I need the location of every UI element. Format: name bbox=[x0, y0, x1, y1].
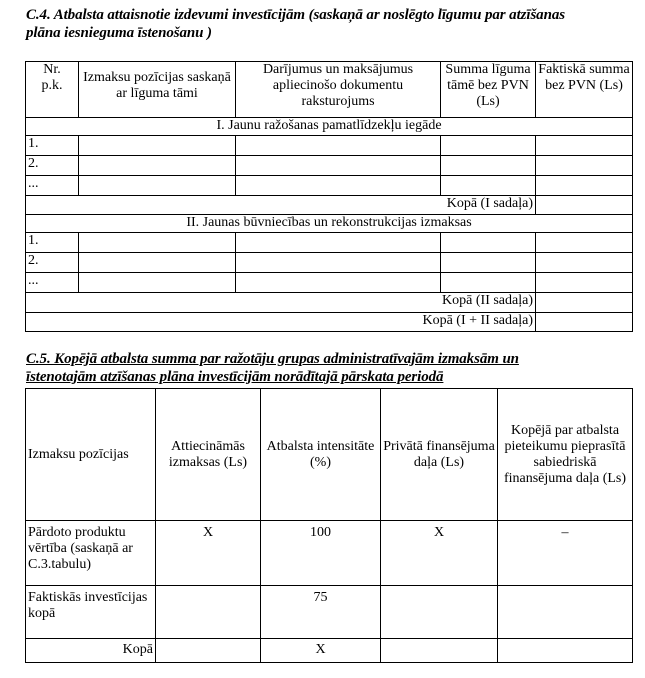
table-row: ... bbox=[25, 272, 633, 293]
cell: X bbox=[155, 520, 261, 586]
header-private-share: Privātā finansējuma daļa (Ls) bbox=[380, 388, 498, 521]
table-row: 2. bbox=[25, 252, 633, 273]
table-row: Kopā X bbox=[25, 638, 633, 663]
row-number: ... bbox=[25, 272, 79, 293]
cell bbox=[380, 585, 498, 639]
header-eligible-costs: Attiecināmās izmaksas (Ls) bbox=[155, 388, 261, 521]
cell bbox=[380, 638, 498, 663]
total-sections-1-2: Kopā (I + II sadaļa) bbox=[25, 312, 536, 332]
c4-title-line2: plāna iesnieguma īstenošanu ) bbox=[26, 25, 212, 41]
cell bbox=[497, 638, 633, 663]
row-number: 2. bbox=[25, 252, 79, 273]
total-section-2: Kopā (II sadaļa) bbox=[25, 292, 536, 313]
table-row: Faktiskās investīcijas kopā 75 bbox=[25, 585, 633, 639]
row-number: ... bbox=[25, 175, 79, 196]
cell: 75 bbox=[260, 585, 381, 639]
c5-header-row: Izmaksu pozīcijas Attiecināmās izmaksas … bbox=[25, 388, 633, 521]
cell bbox=[155, 638, 261, 663]
cell: Pārdoto produktu vērtība (saskaņā ar C.3… bbox=[25, 520, 156, 586]
section-1-heading: I. Jaunu ražošanas pamatlīdzekļu iegāde bbox=[25, 117, 633, 136]
header-contract-sum: Summa līguma tāmē bez PVN (Ls) bbox=[440, 61, 536, 118]
c4-title-line1: C.4. Atbalsta attaisnotie izdevumi inves… bbox=[26, 7, 565, 23]
header-intensity: Atbalsta intensitāte (%) bbox=[260, 388, 381, 521]
header-documents: Darījumus un maksājumus apliecinošo doku… bbox=[235, 61, 441, 118]
header-actual-sum: Faktiskā summa bez PVN (Ls) bbox=[535, 61, 633, 118]
section-2-heading: II. Jaunas būvniecības un rekonstrukcija… bbox=[25, 214, 633, 233]
c4-table: Nr. p.k. Izmaksu pozīcijas saskaņā ar lī… bbox=[25, 61, 633, 332]
c5-title: C.5. Kopējā atbalsta summa par ražotāju … bbox=[26, 350, 519, 386]
cell bbox=[155, 585, 261, 639]
row-number: 1. bbox=[25, 135, 79, 156]
cell: – bbox=[497, 520, 633, 586]
table-row: Pārdoto produktu vērtība (saskaņā ar C.3… bbox=[25, 520, 633, 586]
table-row: 1. bbox=[25, 135, 633, 156]
header-positions: Izmaksu pozīcijas bbox=[25, 388, 156, 521]
header-public-share: Kopējā par atbalsta pieteikumu pieprasīt… bbox=[497, 388, 633, 521]
header-positions: Izmaksu pozīcijas saskaņā ar līguma tāmi bbox=[78, 61, 236, 118]
c5-title-line2: īstenotajām atzīšanas plāna investīcijām… bbox=[26, 369, 444, 385]
c5-title-line1: C.5. Kopējā atbalsta summa par ražotāju … bbox=[26, 351, 519, 367]
c5-table: Izmaksu pozīcijas Attiecināmās izmaksas … bbox=[25, 388, 633, 663]
table-row: ... bbox=[25, 175, 633, 196]
cell bbox=[497, 585, 633, 639]
header-nr: Nr. p.k. bbox=[25, 61, 79, 118]
cell: Kopā bbox=[25, 638, 156, 663]
total-section-1: Kopā (I sadaļa) bbox=[25, 195, 536, 215]
table-row: 2. bbox=[25, 155, 633, 176]
cell: X bbox=[260, 638, 381, 663]
c4-title: C.4. Atbalsta attaisnotie izdevumi inves… bbox=[26, 6, 565, 42]
cell: 100 bbox=[260, 520, 381, 586]
c4-header-row: Nr. p.k. Izmaksu pozīcijas saskaņā ar lī… bbox=[25, 61, 633, 118]
row-number: 2. bbox=[25, 155, 79, 176]
cell: X bbox=[380, 520, 498, 586]
row-number: 1. bbox=[25, 232, 79, 253]
cell: Faktiskās investīcijas kopā bbox=[25, 585, 156, 639]
table-row: 1. bbox=[25, 232, 633, 253]
